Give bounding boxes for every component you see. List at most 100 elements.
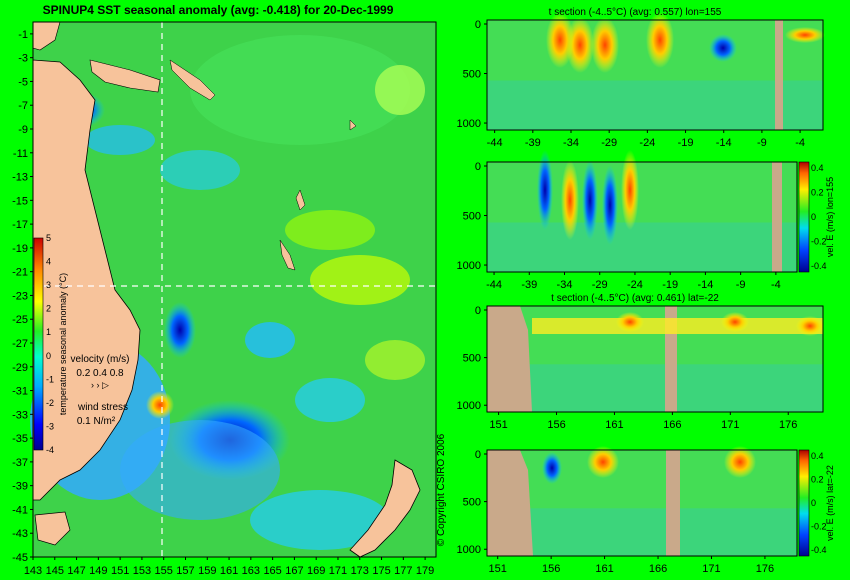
colorbar-tick-label: -3 [46,421,54,431]
velocity-colorbar-tick: 0.2 [811,474,824,484]
map-ytick-label: -11 [13,148,28,160]
section-ytick-label: 1000 [457,544,481,556]
colorbar-label: temperature seasonal anomaly (°C) [58,273,68,415]
map-xtick-label: 147 [67,565,85,577]
map-ytick-label: -21 [12,267,28,279]
velocity-colorbar-tick: -0.2 [811,522,827,532]
colorbar-tick-label: 1 [46,327,51,337]
map-ytick-label: -23 [12,290,28,302]
section-ytick-label: 500 [463,69,481,81]
map-xtick-label: 159 [198,565,216,577]
section-xtick-label: 161 [595,563,613,575]
new-zealand-landmass [349,459,421,558]
section-xtick-label: -24 [639,137,655,149]
velocity-colorbar-tick: -0.4 [811,261,827,271]
map-ytick-label: -3 [18,53,28,65]
map-xtick-label: 167 [285,565,303,577]
land-mask [487,306,532,412]
map-ytick-label: -5 [18,76,28,88]
map-ytick-label: -9 [18,124,28,136]
section-xtick-label: 166 [663,419,681,431]
velocity-legend: velocity (m/s) 0.2 0.4 0.8 › › ▷ wind st… [71,354,130,427]
section-xtick-label: -39 [525,137,541,149]
map-ytick-label: -39 [12,481,28,493]
map-ytick-label: -33 [12,409,28,421]
map-ytick-label: -19 [12,243,28,255]
map-xtick-label: 171 [329,565,347,577]
map-ytick-label: -31 [12,386,28,398]
map-ytick-label: -17 [12,219,28,231]
colorbar-tick-label: 3 [46,280,51,290]
map-xtick-label: 157 [176,565,194,577]
land-mask [772,162,782,272]
section-panel-1: t section (-4..5°C) (avg: 0.557) lon=155… [457,7,825,149]
map-ytick-label: -37 [12,457,28,469]
section-ytick-label: 0 [475,305,481,317]
map-ytick-label: -7 [18,100,28,112]
section-xtick-label: 151 [489,563,507,575]
colorbar-tick-label: -2 [46,398,54,408]
section-ytick-label: 500 [463,353,481,365]
section-ytick-label: 1000 [457,400,481,412]
map-ytick-label: -29 [12,362,28,374]
colorbar-tick-label: 5 [46,233,51,243]
section-xtick-label: -4 [795,137,805,149]
section-xtick-label: -24 [627,279,643,291]
section-xtick-label: 161 [605,419,623,431]
wind-legend-title: wind stress [77,402,128,413]
map-xtick-label: 169 [307,565,325,577]
section-xtick-label: -14 [716,137,732,149]
map-ytick-label: -15 [12,195,28,207]
wind-legend-value: 0.1 N/m² [77,416,116,427]
section-xtick-label: 176 [779,419,797,431]
section-ytick-label: 1000 [457,118,481,130]
colorbar-tick-label: 0 [46,351,51,361]
png-landmass [89,59,161,93]
section-panel-3: t section (-4..5°C) (avg: 0.461) lat=-22… [457,293,824,431]
section-xtick-label: 171 [702,563,720,575]
section-xtick-label: -44 [486,279,502,291]
velocity-colorbar [798,161,810,273]
section-xtick-label: 166 [649,563,667,575]
map-xtick-label: 175 [372,565,390,577]
map-xtick-label: 165 [263,565,281,577]
tasmania-landmass [34,511,71,546]
section-xtick-label: -29 [601,137,617,149]
velocity-arrows: › › ▷ [91,380,109,390]
map-ytick-label: -43 [12,528,28,540]
map-xtick-label: 173 [351,565,369,577]
map-xtick-label: 161 [220,565,238,577]
colorbar-tick-label: -4 [46,445,54,455]
map-ytick-label: -13 [12,172,28,184]
section-xtick-label: -19 [662,279,678,291]
section-xtick-label: -19 [678,137,694,149]
land-mask [775,20,783,130]
section-panel-4: 0 500 1000 151 156 161 166 171 176 0.4 0.2 0 -0.2 -0.… [457,446,835,575]
map-ytick-label: -25 [12,314,28,326]
velocity-colorbar-label: vel. E (m/s) lat=-22 [825,465,835,541]
sst-map: -1-3-5-7-9-11-13-15-17-19-21-23-25-27-29… [12,21,437,577]
velocity-colorbar [798,449,810,557]
section-title: t section (-4..5°C) (avg: 0.557) lon=155 [549,7,722,18]
colorbar-tick-label: -1 [46,374,54,384]
velocity-colorbar-tick: 0.4 [811,163,824,173]
velocity-colorbar-tick: 0.4 [811,451,824,461]
main-title: SPINUP4 SST seasonal anomaly (avg: -0.41… [43,3,394,17]
velocity-colorbar-tick: -0.2 [811,236,827,246]
section-xtick-label: -34 [557,279,573,291]
velocity-colorbar-label: vel. E (m/s) lon=155 [825,177,835,257]
map-xtick-label: 145 [46,565,64,577]
map-xtick-label: 153 [133,565,151,577]
section-xtick-label: -39 [521,279,537,291]
colorbar-tick-label: 2 [46,304,51,314]
section-xtick-label: -34 [563,137,579,149]
section-xtick-label: -4 [771,279,781,291]
section-xtick-label: -29 [592,279,608,291]
land-mask [487,450,533,556]
section-panel-2: 0 500 1000 -44 -39 -34 -29 -24 -19 -14 -9 -4 0.4 0.2 0… [457,150,835,291]
section-ytick-label: 500 [463,211,481,223]
section-ytick-label: 0 [475,19,481,31]
sst-colorbar: 5 4 3 2 1 0 -1 -2 -3 -4 temperature seasonal anom… [33,233,68,455]
map-ytick-label: -27 [12,338,28,350]
